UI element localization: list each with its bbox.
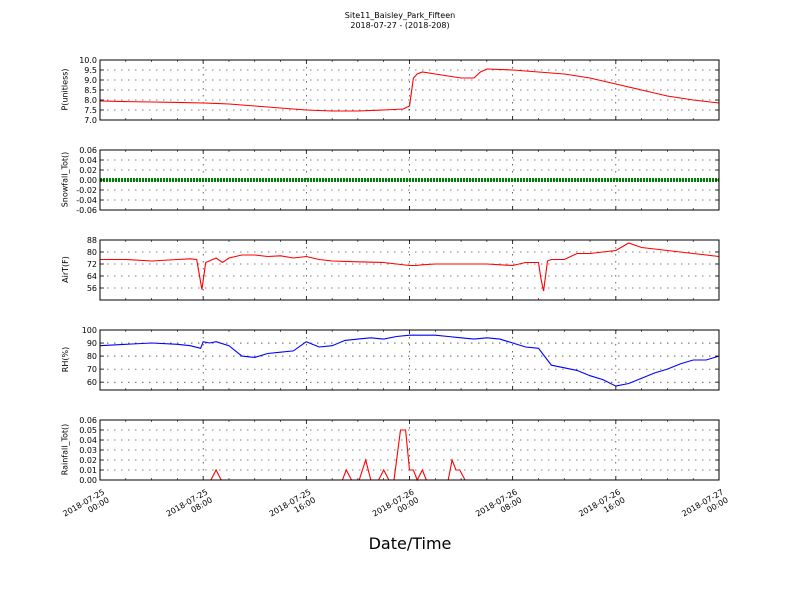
- chart-subtitle: 2018-07-27 - (2018-208): [350, 21, 450, 30]
- y-tick-label: -0.06: [76, 206, 97, 215]
- y-tick-label: 0.02: [79, 456, 97, 465]
- y-tick-label: 0.06: [79, 146, 97, 155]
- y-tick-label: 9.5: [84, 66, 97, 75]
- y-tick-label: 56: [87, 284, 97, 293]
- y-tick-label: 80: [87, 248, 97, 257]
- y-tick-label: 80: [87, 352, 97, 361]
- y-tick-label: 0.00: [79, 176, 97, 185]
- y-tick-label: 0.06: [79, 416, 97, 425]
- y-tick-label: 8.0: [84, 96, 97, 105]
- x-tick-label: 2018-07-2608:00: [474, 487, 523, 526]
- y-axis-label-4: RH(%): [60, 346, 70, 373]
- x-tick-label: 2018-07-2600:00: [371, 487, 420, 526]
- y-tick-label: 88: [87, 236, 97, 245]
- x-tick-label: 2018-07-2700:00: [680, 487, 729, 526]
- y-axis-label-1: P(unitless): [60, 68, 70, 111]
- y-axis-label-3: AirT(F): [60, 256, 70, 283]
- y-tick-label: 7.5: [84, 106, 97, 115]
- y-tick-label: 9.0: [84, 76, 97, 85]
- y-tick-label: 0.05: [79, 426, 97, 435]
- y-axis-label-5: Rainfall_Tot(): [60, 423, 70, 476]
- y-tick-label: 0.04: [79, 436, 97, 445]
- y-tick-label: 0.02: [79, 166, 97, 175]
- x-tick-label: 2018-07-2508:00: [165, 487, 214, 526]
- axes-frame: [99, 329, 720, 391]
- x-tick-label: 2018-07-2516:00: [268, 487, 317, 526]
- y-tick-label: 0.01: [79, 466, 97, 475]
- axes-frame: [99, 239, 720, 301]
- chart-title: Site11_Baisley_Park_Fifteen: [344, 11, 456, 20]
- y-tick-label: 90: [87, 339, 97, 348]
- y-tick-label: 60: [87, 378, 97, 387]
- y-tick-label: 70: [87, 365, 97, 374]
- y-axis-label-2: Snowfall_Tot(): [60, 151, 70, 208]
- series-line-3: [100, 242, 720, 292]
- y-tick-label: 72: [87, 260, 97, 269]
- series-line-5: [100, 429, 719, 482]
- y-tick-label: -0.04: [76, 196, 97, 205]
- y-tick-label: 100: [82, 326, 97, 335]
- y-tick-label: 0.04: [79, 156, 97, 165]
- y-tick-label: 0.03: [79, 446, 97, 455]
- x-tick-label: 2018-07-2500:00: [61, 487, 110, 526]
- y-tick-label: 64: [87, 272, 97, 281]
- y-tick-label: -0.02: [76, 186, 97, 195]
- y-tick-label: 0.00: [79, 476, 97, 485]
- y-tick-label: 7.0: [84, 116, 97, 125]
- series-line-4: [99, 334, 720, 387]
- x-tick-label: 2018-07-2616:00: [577, 487, 626, 526]
- series-line-1: [99, 68, 720, 112]
- y-tick-label: 8.5: [84, 86, 97, 95]
- x-axis-label: Date/Time: [368, 534, 452, 553]
- y-tick-label: 10.0: [79, 56, 97, 65]
